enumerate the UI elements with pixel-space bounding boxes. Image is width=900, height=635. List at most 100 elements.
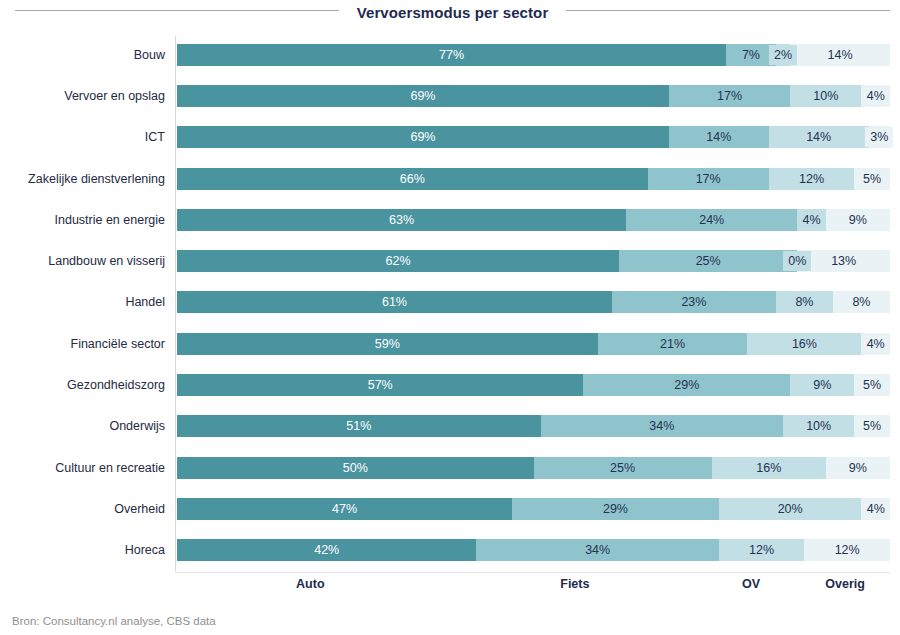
bar-segment-auto: 62% (177, 250, 619, 272)
title-rule-right (566, 10, 890, 11)
category-label: Bouw (0, 48, 175, 62)
chart-title: Vervoersmodus per sector (339, 4, 567, 21)
title-rule-left (15, 10, 339, 11)
bar-segment-auto: 63% (177, 209, 626, 231)
legend-item-auto: Auto (296, 577, 324, 591)
bar-track: 77%7%2%14% (177, 44, 890, 66)
bar-segment-overig: 4% (861, 498, 890, 520)
bar-segment-ov: 12% (769, 168, 855, 190)
bar-track: 66%17%12%5% (177, 168, 890, 190)
bar-segment-ov: 10% (790, 85, 861, 107)
bar-segment-overig: 9% (826, 209, 890, 231)
chart-row: Gezondheidszorg57%29%9%5% (0, 364, 900, 405)
chart-row: Vervoer en opslag69%17%10%4% (0, 75, 900, 116)
bar-segment-overig: 5% (854, 168, 890, 190)
bar-segment-overig: 8% (833, 291, 890, 313)
bar-track: 59%21%16%4% (177, 333, 890, 355)
bar-segment-label-overig: 3% (865, 127, 893, 147)
bar-segment-ov: 12% (719, 539, 805, 561)
source-note: Bron: Consultancy.nl analyse, CBS data (12, 615, 216, 627)
category-label: Industrie en energie (0, 213, 175, 227)
bar-segment-overig: 14% (790, 44, 890, 66)
bar-segment-auto: 57% (177, 374, 583, 396)
chart-row: Zakelijke dienstverlening66%17%12%5% (0, 158, 900, 199)
plot-area: Bouw77%7%2%14%Vervoer en opslag69%17%10%… (0, 34, 900, 571)
x-axis-line (175, 572, 890, 573)
category-label: Financiële sector (0, 337, 175, 351)
chart-row: Financiële sector59%21%16%4% (0, 323, 900, 364)
chart-row: Industrie en energie63%24%4%9% (0, 199, 900, 240)
chart-row: ICT69%14%14%3% (0, 117, 900, 158)
category-label: Overheid (0, 502, 175, 516)
category-label: Gezondheidszorg (0, 378, 175, 392)
bar-track: 62%25%0%13% (177, 250, 890, 272)
bar-segment-auto: 61% (177, 291, 612, 313)
bar-segment-auto: 50% (177, 457, 534, 479)
chart-row: Cultuur en recreatie50%25%16%9% (0, 447, 900, 488)
bar-track: 69%17%10%4% (177, 85, 890, 107)
chart-row: Landbouw en visserij62%25%0%13% (0, 240, 900, 281)
bar-segment-fiets: 24% (626, 209, 797, 231)
category-label: Onderwijs (0, 419, 175, 433)
category-label: Horeca (0, 543, 175, 557)
bar-segment-fiets: 25% (534, 457, 712, 479)
bar-segment-auto: 69% (177, 85, 669, 107)
bar-segment-overig: 5% (854, 374, 890, 396)
bar-segment-ov: 20% (719, 498, 862, 520)
bar-segment-fiets: 17% (648, 168, 769, 190)
bar-segment-fiets: 21% (598, 333, 748, 355)
bar-track: 42%34%12%12% (177, 539, 890, 561)
bar-track: 57%29%9%5% (177, 374, 890, 396)
legend-item-overig: Overig (825, 577, 865, 591)
bar-segment-fiets: 29% (512, 498, 719, 520)
bar-track: 61%23%8%8% (177, 291, 890, 313)
category-label: Vervoer en opslag (0, 89, 175, 103)
bar-segment-ov: 14% (769, 126, 869, 148)
chart-row: Bouw77%7%2%14% (0, 34, 900, 75)
bar-segment-ov: 9% (790, 374, 854, 396)
bar-segment-ov: 10% (783, 415, 854, 437)
bar-track: 63%24%4%9% (177, 209, 890, 231)
bar-segment-ov: 4% (797, 209, 826, 231)
bar-segment-overig: 4% (861, 85, 890, 107)
legend: Auto Fiets OV Overig (177, 577, 890, 597)
category-label: Landbouw en visserij (0, 254, 175, 268)
bar-segment-label-ov: 2% (769, 45, 797, 65)
category-label: Handel (0, 295, 175, 309)
category-label: Cultuur en recreatie (0, 461, 175, 475)
bar-segment-auto: 77% (177, 44, 726, 66)
bar-segment-fiets: 34% (476, 539, 718, 561)
bar-track: 69%14%14%3% (177, 126, 890, 148)
bar-segment-fiets: 34% (541, 415, 783, 437)
category-label: Zakelijke dienstverlening (0, 172, 175, 186)
chart-page: Vervoersmodus per sector Bouw77%7%2%14%V… (0, 0, 900, 635)
bar-track: 47%29%20%4% (177, 498, 890, 520)
bar-segment-fiets: 17% (669, 85, 790, 107)
legend-item-fiets: Fiets (560, 577, 589, 591)
bar-segment-auto: 59% (177, 333, 598, 355)
category-label: ICT (0, 130, 175, 144)
chart-row: Onderwijs51%34%10%5% (0, 406, 900, 447)
bar-segment-fiets: 25% (619, 250, 797, 272)
bar-segment-ov: 16% (747, 333, 861, 355)
bar-segment-label-ov: 0% (783, 251, 811, 271)
chart-row: Horeca42%34%12%12% (0, 530, 900, 571)
legend-item-ov: OV (742, 577, 760, 591)
bar-segment-fiets: 29% (583, 374, 790, 396)
bar-segment-overig: 4% (861, 333, 890, 355)
title-row: Vervoersmodus per sector (15, 2, 890, 22)
bar-segment-auto: 51% (177, 415, 541, 437)
bar-segment-ov: 16% (712, 457, 826, 479)
bar-segment-overig: 5% (854, 415, 890, 437)
chart-row: Overheid47%29%20%4% (0, 488, 900, 529)
bar-segment-auto: 42% (177, 539, 476, 561)
y-axis-line (175, 36, 176, 571)
bar-segment-auto: 66% (177, 168, 648, 190)
bar-track: 50%25%16%9% (177, 457, 890, 479)
bar-segment-ov: 8% (776, 291, 833, 313)
bar-segment-overig: 9% (826, 457, 890, 479)
bar-track: 51%34%10%5% (177, 415, 890, 437)
bar-segment-fiets: 14% (669, 126, 769, 148)
bar-segment-fiets: 23% (612, 291, 776, 313)
chart-row: Handel61%23%8%8% (0, 282, 900, 323)
